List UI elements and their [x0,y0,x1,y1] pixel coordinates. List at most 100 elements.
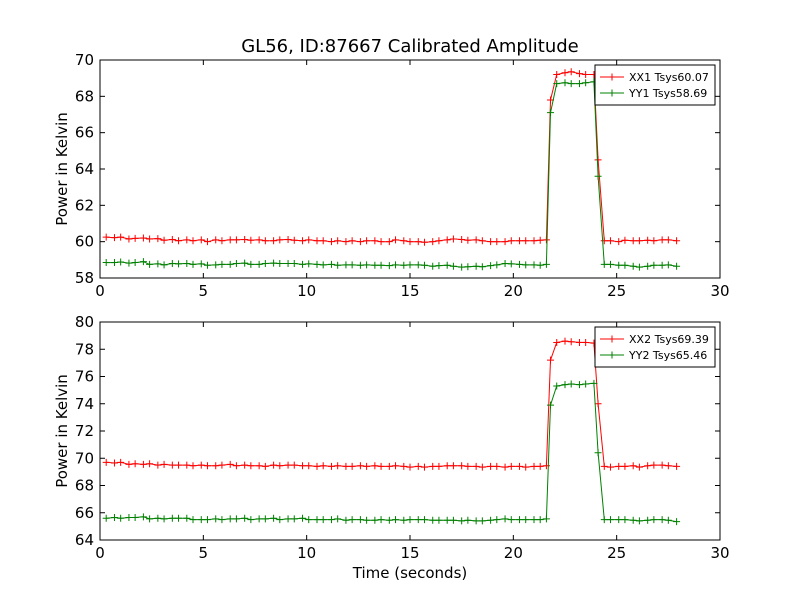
data-point [406,516,414,524]
data-point [313,516,321,524]
data-point [650,461,658,469]
data-point [522,463,530,471]
data-point [299,462,307,470]
data-point [139,460,147,468]
x-tick-label: 15 [400,544,419,562]
data-point [400,261,408,269]
data-point [342,238,350,246]
data-point [154,235,162,243]
data-point [600,462,608,470]
x-tick-label: 10 [297,544,316,562]
y-tick-label: 60 [75,233,94,251]
data-point [125,259,133,267]
series-line-1 [106,71,677,243]
data-point [606,463,614,471]
data-point [226,515,234,523]
data-point [183,461,191,469]
data-point [342,516,350,524]
data-point [478,517,486,525]
data-point [226,260,234,268]
data-point [658,236,666,244]
data-point [319,516,327,524]
data-point [443,236,451,244]
x-tick-label: 0 [95,282,105,300]
data-point [673,237,681,245]
data-point [400,516,408,524]
data-point [516,516,524,524]
y-tick-label: 76 [75,368,94,386]
data-point [255,515,263,523]
data-point [530,261,538,269]
data-point [117,258,125,266]
data-point [117,458,125,466]
data-point [110,514,118,522]
top-subplot: 0 5 10 15 20 25 30 58 60 62 64 66 68 70 Power in Kelvi… [53,51,730,300]
data-point [507,260,515,268]
data-point [218,260,226,268]
legend-marker [608,351,616,359]
data-point [650,237,658,245]
data-point [487,238,495,246]
data-point [429,262,437,270]
data-point [664,261,672,269]
data-point [175,514,183,522]
data-point [255,260,263,268]
series-line-2 [106,81,677,268]
data-point [644,516,652,524]
data-point [575,80,583,88]
data-point [363,516,371,524]
data-point [276,259,284,267]
y-axis-label: Power in Kelvin [53,374,71,488]
data-point [621,261,629,269]
x-axis-label: Time (seconds) [352,564,468,582]
data-point [197,516,205,524]
x-tick-label: 25 [607,544,626,562]
data-point [567,380,575,388]
data-point [673,518,681,526]
y-axis-label: Power in Kelvin [53,112,71,226]
data-point [553,338,561,346]
data-point [664,462,672,470]
data-point [406,238,414,246]
data-point [154,461,162,469]
data-point [226,460,234,468]
data-point [458,517,466,525]
y-tick-label: 68 [75,87,94,105]
data-point [507,462,515,470]
data-point [443,462,451,470]
data-point [131,234,139,242]
data-point [255,462,263,470]
legend-marker [608,89,616,97]
data-point [542,236,550,244]
data-point [507,516,515,524]
legend-entry: YY2 Tsys65.46 [628,349,707,362]
data-point [449,516,457,524]
data-point [443,516,451,524]
data-point [342,462,350,470]
data-point [522,516,530,524]
data-point [168,461,176,469]
data-point [493,238,501,246]
data-point [449,462,457,470]
data-point [212,462,220,470]
data-point [305,462,313,470]
data-point [420,516,428,524]
data-point [146,460,154,468]
data-point [270,461,278,469]
data-point [175,260,183,268]
data-point [553,382,561,390]
data-point [606,237,614,245]
legend-entry: YY1 Tsys58.69 [628,87,707,100]
data-point [536,462,544,470]
data-point [203,238,211,246]
data-point [449,235,457,243]
data-point [356,261,364,269]
data-point [501,238,509,246]
data-point [241,514,249,522]
data-point [575,70,583,78]
data-point [270,514,278,522]
data-point [197,260,205,268]
data-point [392,236,400,244]
data-point [241,235,249,243]
data-point [327,462,335,470]
